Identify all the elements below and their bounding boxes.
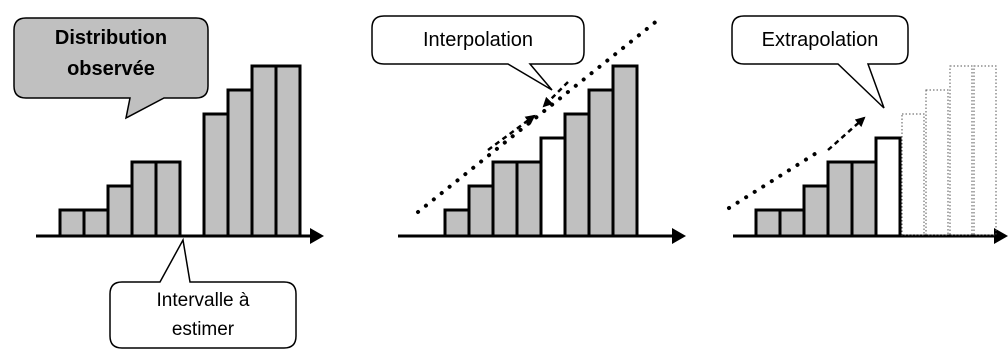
callout-distribution-observee [13,17,209,120]
bar [611,64,639,238]
bar [154,160,182,238]
arrow-up-dashed [827,116,866,151]
bar [274,64,302,238]
bar [250,64,278,238]
callout-title-line2: observée [67,58,155,80]
callout-gap-line1: Intervalle à [157,290,250,311]
bar [754,208,782,238]
bars-interpolation [443,64,639,238]
bar-projected [901,113,925,236]
trend-line-dotted [416,18,660,214]
bar [802,184,830,238]
bars-extrapolation [754,136,902,238]
bar [778,208,806,238]
x-axis-arrow-icon [994,228,1008,244]
bar-projected [925,89,949,236]
bar [226,88,254,238]
x-axis-arrow-icon [310,228,324,244]
callout-interpolation-label: Interpolation [423,29,533,51]
bar-estimated [874,136,902,238]
panel-extrapolation: Extrapolation [727,15,1008,244]
callout-extrapolation-label: Extrapolation [762,29,879,51]
bar [826,160,854,238]
bars-observed [58,64,302,238]
callout-interpolation [371,15,585,91]
bar [587,88,615,238]
bar-projected [949,65,973,236]
x-axis-arrow-icon [672,228,686,244]
panel-interpolation: Interpolation [371,15,686,244]
callout-title-line1: Distribution [55,27,167,49]
bar [563,112,591,238]
bars-projected-dotted [901,65,997,236]
bar [202,112,230,238]
trend-line-dotted [727,150,820,210]
panel-observed: Distribution observée Intervalle à estim… [13,17,324,349]
bar [130,160,158,238]
bar [515,160,543,238]
bar [491,160,519,238]
callout-intervalle-a-estimer [109,237,297,349]
bar [58,208,86,238]
bar-projected [973,65,997,236]
bar [467,184,495,238]
bar [106,184,134,238]
bar [850,160,878,238]
arrow-up-dashed [487,114,536,152]
callout-extrapolation [731,15,909,109]
bar [82,208,110,238]
arrow-down-dashed [542,81,569,108]
bar [443,208,471,238]
callout-gap-line2: estimer [172,319,235,340]
bar-estimated [539,136,567,238]
